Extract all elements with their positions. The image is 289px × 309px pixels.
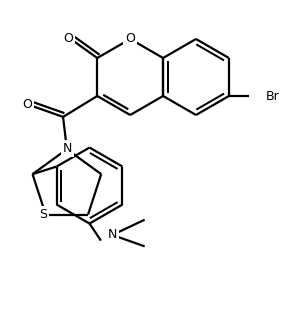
Text: Br: Br (266, 90, 280, 103)
Text: O: O (22, 98, 32, 111)
Text: S: S (39, 208, 47, 221)
Text: N: N (108, 228, 117, 241)
Text: N: N (63, 142, 73, 155)
Text: N: N (63, 142, 73, 155)
Text: O: O (64, 32, 74, 44)
Text: O: O (125, 32, 135, 44)
